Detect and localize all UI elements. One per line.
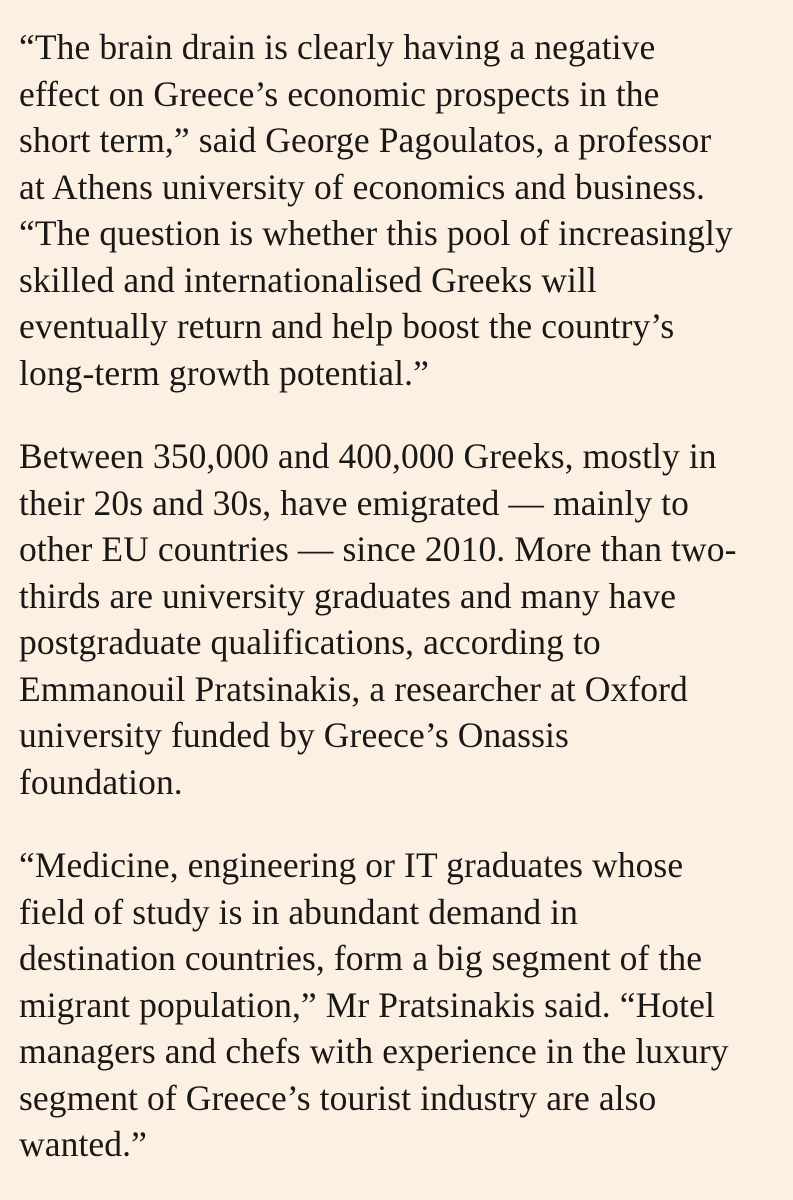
text-line: managers and chefs with experience in th… — [19, 1031, 729, 1071]
paragraph-pratsinakis-quote: “Medicine, engineering or IT graduates w… — [19, 842, 774, 1168]
text-line: university funded by Greece’s Onassis — [19, 715, 569, 755]
text-line: at Athens university of economics and bu… — [19, 166, 705, 207]
paragraph-pagoulatos-quote: “The brain drain is clearly having a neg… — [19, 24, 774, 396]
text-line: long-term growth potential.” — [19, 352, 429, 393]
text-line: effect on Greece’s economic prospects in… — [19, 73, 660, 114]
text-line: short term,” said George Pagoulatos, a p… — [19, 120, 712, 160]
text-line: “The brain drain is clearly having a neg… — [19, 27, 656, 67]
text-line: destination countries, form a big segmen… — [19, 938, 703, 978]
text-line: foundation. — [19, 761, 183, 802]
text-line: postgraduate qualifications, according t… — [19, 622, 601, 662]
paragraph-emigration-statistics: Between 350,000 and 400,000 Greeks, most… — [19, 433, 774, 805]
text-line: field of study is in abundant demand in — [19, 891, 578, 932]
text-line: segment of Greece’s tourist industry are… — [19, 1077, 657, 1118]
text-line: “Medicine, engineering or IT graduates w… — [19, 845, 684, 885]
text-line: thirds are university graduates and many… — [19, 575, 677, 616]
text-line: migrant population,” Mr Pratsinakis said… — [19, 984, 715, 1025]
text-line: eventually return and help boost the cou… — [19, 306, 675, 346]
text-line: skilled and internationalised Greeks wil… — [19, 259, 597, 300]
text-line: Emmanouil Pratsinakis, a researcher at O… — [19, 668, 688, 709]
text-line: wanted.” — [19, 1124, 147, 1164]
text-line: Between 350,000 and 400,000 Greeks, most… — [19, 436, 717, 476]
text-line: other EU countries — since 2010. More th… — [19, 529, 737, 569]
text-line: “The question is whether this pool of in… — [19, 213, 733, 253]
text-line: their 20s and 30s, have emigrated — main… — [19, 482, 689, 523]
